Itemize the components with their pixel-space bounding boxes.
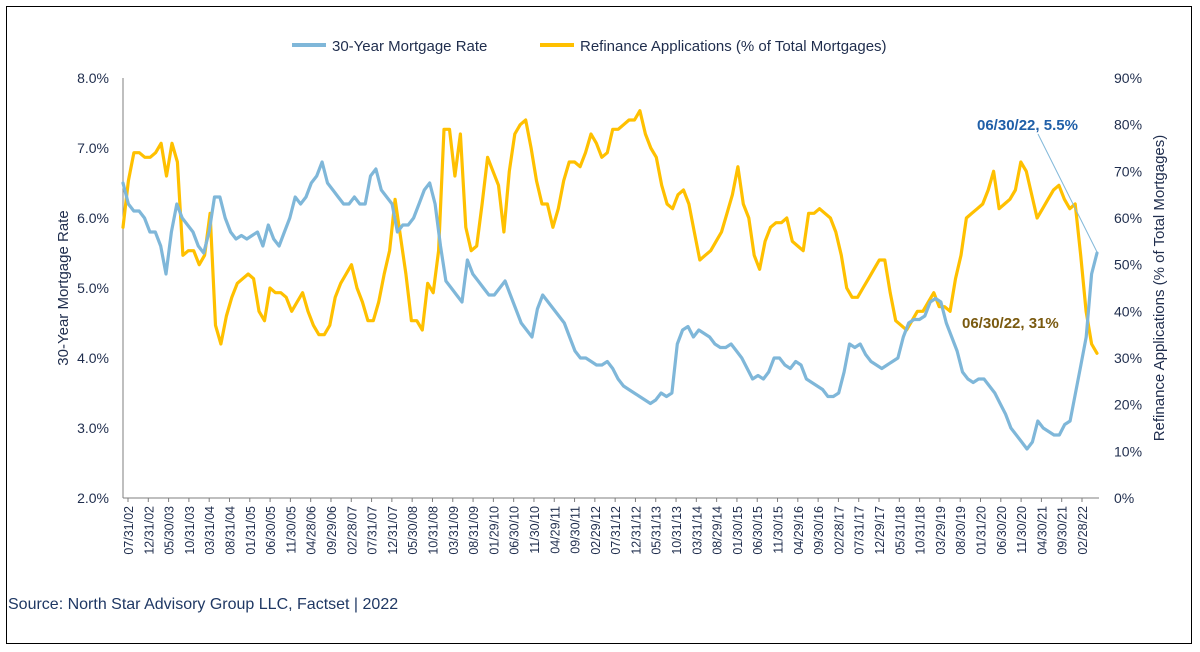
x-tick-label: 05/30/03 (163, 506, 177, 555)
x-tick-label: 04/29/11 (548, 506, 562, 554)
x-tick-label: 02/28/22 (1076, 506, 1090, 555)
x-tick-label: 09/30/21 (1056, 506, 1070, 555)
x-tick-label: 09/29/06 (325, 506, 339, 555)
x-tick-label: 07/31/12 (609, 506, 623, 555)
x-tick-label: 12/31/12 (629, 506, 643, 555)
x-tick-label: 02/28/17 (832, 506, 846, 555)
x-tick-label: 12/31/02 (142, 506, 156, 555)
x-tick-label: 05/31/13 (650, 506, 664, 555)
x-tick-label: 07/31/02 (122, 506, 136, 555)
x-tick-label: 06/30/05 (264, 506, 278, 555)
y-right-tick-label: 20% (1114, 397, 1142, 413)
x-tick-label: 12/31/07 (386, 506, 400, 555)
x-tick-label: 03/31/04 (203, 506, 217, 555)
x-tick-label: 08/30/19 (954, 506, 968, 555)
x-tick-label: 09/30/16 (812, 506, 826, 555)
y-right-tick-label: 80% (1114, 117, 1142, 133)
x-tick-label: 07/31/07 (366, 506, 380, 555)
y-right-tick-label: 50% (1114, 257, 1142, 273)
x-tick-label: 03/31/14 (690, 506, 704, 555)
x-tick-label: 08/31/09 (467, 506, 481, 555)
rate-annotation: 06/30/22, 5.5% (977, 117, 1078, 134)
y-left-tick-label: 6.0% (77, 210, 109, 226)
x-tick-label: 12/29/17 (873, 506, 887, 555)
series-lines (121, 109, 1099, 451)
y-right-tick-label: 30% (1114, 350, 1142, 366)
y-left-tick-label: 2.0% (77, 490, 109, 506)
x-tick-label: 03/29/19 (934, 506, 948, 555)
legend-rate-label: 30-Year Mortgage Rate (332, 38, 487, 55)
x-tick-label: 03/31/09 (447, 506, 461, 555)
y-right-tick-label: 10% (1114, 443, 1142, 459)
y-left-axis-title: 30-Year Mortgage Rate (55, 210, 72, 365)
legend-refi-label: Refinance Applications (% of Total Mortg… (580, 38, 887, 55)
x-tick-label: 10/31/03 (183, 506, 197, 555)
x-tick-label: 06/30/20 (995, 506, 1009, 555)
chart-frame (6, 6, 1192, 644)
rate-annotation-leader (1037, 133, 1098, 253)
x-tick-label: 09/30/11 (569, 506, 583, 554)
x-tick-label: 10/31/18 (914, 506, 928, 555)
x-tick-label: 10/31/08 (426, 506, 440, 555)
x-tick-label: 04/28/06 (305, 506, 319, 555)
x-tick-label: 11/30/10 (528, 506, 542, 554)
y-right-axis-title: Refinance Applications (% of Total Mortg… (1151, 135, 1168, 442)
y-right-tick-label: 0% (1114, 490, 1134, 506)
x-tick-label: 01/31/05 (244, 506, 258, 555)
x-tick-label: 04/29/16 (792, 506, 806, 555)
x-tick-label: 02/28/07 (345, 506, 359, 555)
mortgage-rate-line (121, 160, 1099, 451)
annotations: 06/30/22, 5.5% 06/30/22, 31% (962, 117, 1098, 332)
x-tick-label: 06/30/15 (751, 506, 765, 555)
y-right-tick-label: 60% (1114, 210, 1142, 226)
x-tick-label: 11/30/05 (284, 506, 298, 554)
x-tick-label: 11/30/15 (772, 506, 786, 554)
y-right-tick-label: 90% (1114, 70, 1142, 86)
x-tick-label: 02/29/12 (589, 506, 603, 555)
x-tick-label: 05/31/18 (893, 506, 907, 555)
x-tick-label: 11/30/20 (1015, 506, 1029, 554)
x-tick-label: 01/31/20 (975, 506, 989, 555)
x-tick-label: 08/31/04 (223, 506, 237, 555)
source-note: Source: North Star Advisory Group LLC, F… (8, 596, 399, 613)
y-right-tick-label: 70% (1114, 163, 1142, 179)
refi-annotation: 06/30/22, 31% (962, 315, 1059, 332)
x-tick-label: 04/30/21 (1035, 506, 1049, 555)
x-tick-label: 10/31/13 (670, 506, 684, 555)
x-tick-label: 06/30/10 (508, 506, 522, 555)
x-tick-label: 01/30/15 (731, 506, 745, 555)
x-tick-label: 01/29/10 (487, 506, 501, 555)
y-right-tick-label: 40% (1114, 303, 1142, 319)
x-tick-label: 07/31/17 (853, 506, 867, 555)
y-left-tick-label: 4.0% (77, 350, 109, 366)
axes: 2.0% 3.0% 4.0% 5.0% 6.0% 7.0% 8.0% 0% 10% 20% 30% 4… (77, 70, 1142, 555)
y-left-tick-label: 7.0% (77, 140, 109, 156)
legend: 30-Year Mortgage Rate Refinance Applicat… (292, 38, 887, 55)
x-tick-label: 05/30/08 (406, 506, 420, 555)
y-left-tick-label: 5.0% (77, 280, 109, 296)
refi-applications-line (121, 109, 1099, 355)
x-tick-label: 08/29/14 (711, 506, 725, 555)
y-left-tick-label: 3.0% (77, 420, 109, 436)
y-left-tick-label: 8.0% (77, 70, 109, 86)
